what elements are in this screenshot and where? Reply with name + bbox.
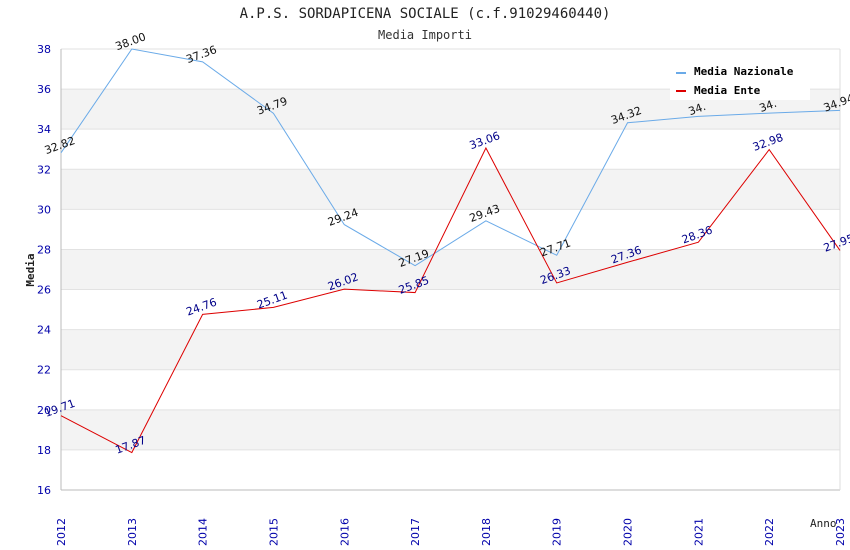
series-lines — [60, 48, 841, 454]
gridlines — [61, 48, 840, 491]
chart-subtitle: Media Importi — [378, 28, 472, 42]
series-line-media-nazionale — [60, 48, 841, 267]
x-tick-label: 2018 — [480, 518, 493, 546]
y-tick-label: 36 — [37, 83, 51, 96]
y-tick-label: 28 — [37, 243, 51, 256]
y-tick-label: 34 — [37, 123, 51, 136]
data-label: 25.11 — [255, 289, 289, 312]
x-tick-label: 2012 — [55, 518, 68, 546]
x-axis-title: Anno — [810, 517, 837, 530]
legend-label-media-ente: Media Ente — [694, 84, 761, 97]
data-label: 37.36 — [184, 43, 218, 66]
plot-bands — [61, 89, 840, 450]
y-axis-title: Media — [24, 253, 37, 286]
data-label: 38.00 — [114, 30, 148, 53]
data-label: 24.76 — [184, 296, 218, 319]
x-tick-label: 2021 — [692, 518, 705, 546]
legend-label-media-nazionale: Media Nazionale — [694, 65, 794, 78]
y-tick-label: 32 — [37, 163, 51, 176]
y-tick-label: 16 — [37, 484, 51, 497]
y-tick-label: 24 — [37, 324, 51, 337]
data-label: 34. — [758, 97, 779, 115]
x-tick-label: 2019 — [551, 518, 564, 546]
x-tick-label: 2017 — [409, 518, 422, 546]
x-tick-label: 2023 — [834, 518, 847, 546]
x-tick-label: 2015 — [267, 518, 280, 546]
x-tick-label: 2013 — [126, 518, 139, 546]
x-tick-labels: 2012 2013 2014 2015 2016 2017 2018 2019 2020 2021… — [55, 518, 847, 546]
y-tick-label: 38 — [37, 43, 51, 56]
legend: Media Nazionale Media Ente — [670, 60, 810, 100]
plot-band — [61, 409, 840, 450]
chart-title: A.P.S. SORDAPICENA SOCIALE (c.f.91029460… — [240, 6, 611, 22]
plot-band — [61, 169, 840, 210]
y-tick-labels: 16 18 20 22 24 26 28 30 32 34 36 38 — [37, 43, 51, 497]
data-label: 32.82 — [43, 134, 77, 157]
data-label: 34. — [687, 100, 708, 118]
series-line-media-ente — [60, 146, 841, 454]
x-tick-label: 2014 — [197, 518, 210, 546]
y-tick-label: 26 — [37, 284, 51, 297]
plot-band — [61, 329, 840, 370]
legend-background — [670, 60, 810, 100]
plot-band — [61, 249, 840, 290]
x-tick-label: 2022 — [763, 518, 776, 546]
y-tick-label: 30 — [37, 203, 51, 216]
y-tick-label: 18 — [37, 444, 51, 457]
x-tick-label: 2016 — [338, 518, 351, 546]
x-tick-label: 2020 — [622, 518, 635, 546]
y-tick-label: 20 — [37, 404, 51, 417]
y-tick-label: 22 — [37, 364, 51, 377]
data-label: 33.06 — [468, 129, 502, 152]
